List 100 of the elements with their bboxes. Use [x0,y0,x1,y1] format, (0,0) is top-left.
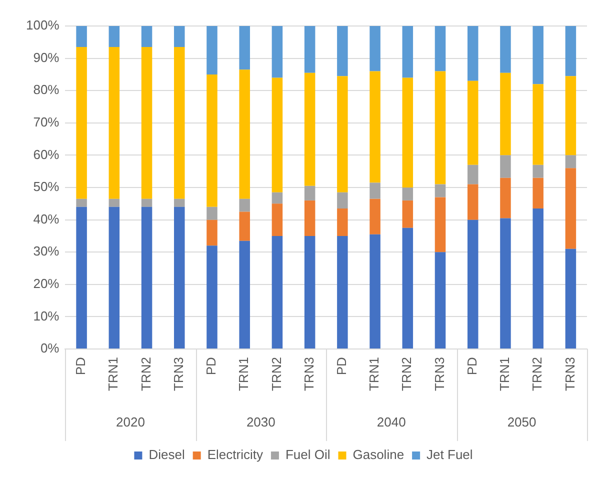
text: 2040 [376,414,406,430]
bar [402,26,414,78]
bar [304,200,316,236]
bar [532,178,544,209]
bar [500,218,511,349]
bar [108,26,120,47]
bar [76,206,87,349]
bar [434,71,446,184]
bar [565,168,576,249]
x-tick-label: TRN1 [236,357,252,392]
bar [434,252,446,349]
bar [108,47,120,199]
bar [337,26,348,76]
y-tick-label: 50% [33,179,60,194]
bar [565,248,576,349]
x-tick-label: TRN3 [301,357,316,392]
text: 2030 [246,414,276,430]
bar [272,192,283,204]
x-tick-label: TRN3 [562,357,578,392]
bar [467,26,478,81]
bar [370,26,380,72]
bar [304,72,316,186]
bar [76,47,87,199]
bar [206,246,218,349]
bar [141,47,152,199]
text: 2050 [507,414,536,430]
x-tick-label: PD [204,357,219,376]
bar [402,228,414,349]
bar [304,186,316,200]
y-tick-label: 30% [33,244,60,259]
bar [108,198,120,207]
text: 2020 [116,414,145,430]
y-tick-label: 20% [33,276,60,292]
bar [304,26,316,73]
y-tick-label: 100% [26,18,60,33]
x-tick-label: TRN1 [497,357,512,392]
x-tick-label: PD [334,357,350,376]
x-tick-label: TRN1 [106,357,121,392]
y-tick-label: 60% [33,146,60,162]
legend-label: Jet Fuel [426,447,473,462]
x-tick-label: TRN2 [399,357,414,392]
x-tick-label: TRN2 [530,357,545,392]
bar [206,74,218,207]
bar [532,26,544,84]
x-tick-label: PD [464,357,480,376]
bar [174,26,185,47]
bar [239,70,250,199]
bar [206,26,218,74]
bar [239,26,250,70]
y-tick-label: 80% [33,82,60,98]
bar [467,220,478,349]
bar [532,164,544,178]
bar [337,208,348,236]
bar [239,240,250,349]
legend-label: Electricity [207,447,264,462]
bar [174,206,185,349]
bar [402,78,414,188]
bar [402,200,414,228]
bar [370,198,380,234]
bar [532,208,544,349]
bar [174,198,185,207]
bar [141,26,152,47]
bar [500,26,511,73]
bar [467,80,478,165]
bar [532,84,544,165]
bar [370,234,380,349]
bar [272,204,283,236]
bar [434,26,446,72]
legend-label: Fuel Oil [285,447,330,462]
y-tick-label: 10% [33,308,60,324]
bar [434,197,446,252]
bar [174,47,185,199]
bar [304,236,316,349]
x-tick-label: TRN1 [366,357,382,392]
y-tick-label: 70% [33,114,60,130]
bar [76,198,87,207]
bar [370,71,380,183]
bar [434,184,446,198]
bar [239,198,250,212]
bar [272,236,283,349]
x-tick-label: TRN2 [138,357,154,392]
y-tick-label: 40% [33,211,60,226]
bar [565,76,576,156]
bar [337,236,348,349]
bar [108,206,120,349]
bar [76,26,87,47]
x-tick-label: TRN2 [268,357,284,392]
bar [370,182,380,199]
bar [206,206,218,220]
bar [272,26,283,78]
bar [337,76,348,192]
x-tick-label: PD [73,357,88,376]
bar [402,188,414,200]
bar [467,184,478,220]
x-tick-label: TRN3 [432,357,447,392]
bar [272,78,283,192]
bar [337,192,348,209]
bar [206,220,218,246]
legend-label: Gasoline [352,447,404,462]
x-tick-label: TRN3 [170,357,186,392]
